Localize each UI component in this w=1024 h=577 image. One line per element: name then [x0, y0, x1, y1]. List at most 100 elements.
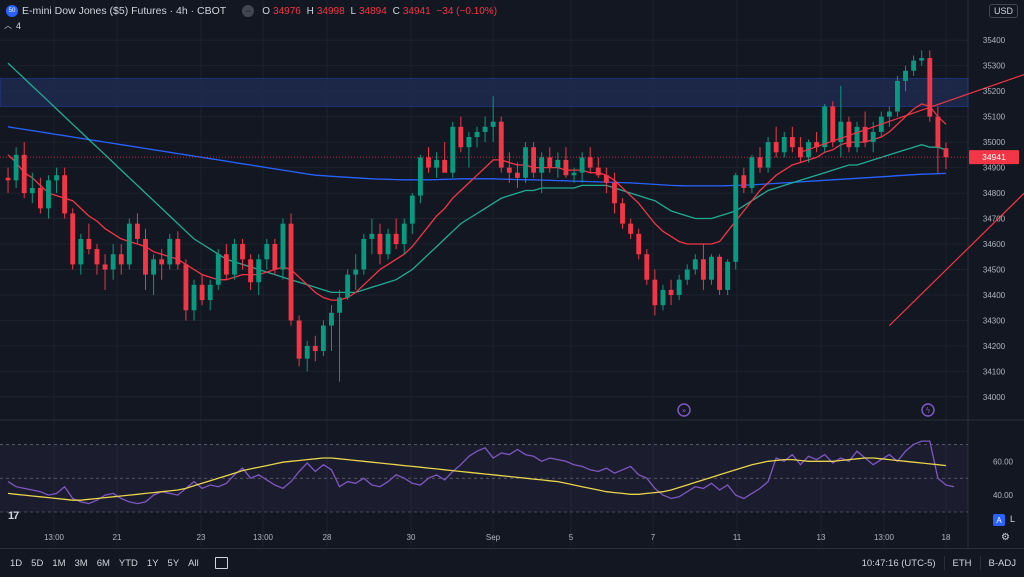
- candle-body: [636, 233, 642, 255]
- calendar-icon[interactable]: [214, 557, 228, 569]
- log-scale-button[interactable]: L: [1010, 514, 1016, 524]
- adjustment-button[interactable]: B-ADJ: [988, 557, 1016, 569]
- candle-body: [401, 223, 407, 245]
- candle-body: [676, 279, 682, 295]
- candle-body: [329, 312, 334, 326]
- time-tick-label: 13: [817, 533, 826, 542]
- tf-5d[interactable]: 5D: [31, 557, 44, 569]
- symbol-badge-icon[interactable]: 50: [6, 5, 18, 17]
- candle-body: [426, 157, 431, 168]
- price-tick-label: 34500: [983, 266, 1006, 275]
- ohlc-low-key: L: [350, 5, 356, 17]
- ohlc-close-key: C: [392, 5, 400, 17]
- price-tick-label: 34800: [983, 189, 1006, 198]
- tf-1d[interactable]: 1D: [10, 557, 23, 569]
- dividend-marker-icon[interactable]: [677, 403, 691, 417]
- candle-body: [393, 233, 399, 245]
- session-button[interactable]: ETH: [952, 557, 972, 569]
- time-tick-label: Sep: [486, 533, 501, 542]
- bottom-toolbar: 1D 5D 1M 3M 6M YTD 1Y 5Y All 10:47:16 (U…: [0, 548, 1024, 577]
- tf-6m[interactable]: 6M: [96, 557, 110, 569]
- tf-1y[interactable]: 1Y: [146, 557, 159, 569]
- visibility-eye-icon[interactable]: −: [242, 5, 255, 17]
- ma-blue-line: [7, 126, 947, 187]
- candle-body: [943, 148, 949, 158]
- candle-body: [700, 259, 706, 280]
- settings-gear-icon[interactable]: ⚙: [1001, 532, 1010, 543]
- price-tick-label: 34100: [983, 367, 1006, 376]
- earnings-marker-icon[interactable]: [921, 403, 935, 417]
- time-tick-label: 28: [323, 533, 332, 542]
- price-chart[interactable]: 35400 35300 35200 35100 35000 34900 34800 34700…: [0, 0, 1024, 548]
- time-tick-label: 5: [569, 533, 574, 542]
- rsi-tick-label: 60.00: [993, 457, 1014, 466]
- price-tick-label: 34600: [983, 240, 1006, 249]
- candle-body: [288, 223, 294, 321]
- candle-body: [78, 238, 84, 265]
- tf-ytd[interactable]: YTD: [118, 557, 138, 569]
- candle-body: [110, 254, 116, 270]
- candle-body: [312, 345, 318, 352]
- candle-body: [846, 121, 852, 148]
- candle-body: [814, 142, 820, 148]
- candle-body: [765, 142, 771, 168]
- candle-body: [62, 175, 68, 214]
- candle-body: [5, 177, 11, 181]
- last-price-tag: 34941: [0, 150, 1019, 165]
- candle-body: [692, 259, 698, 270]
- indicators-toggle[interactable]: ︿ 4: [4, 20, 21, 31]
- tf-5y[interactable]: 5Y: [167, 557, 180, 569]
- tf-1m[interactable]: 1M: [52, 557, 66, 569]
- time-axis[interactable]: 13:00 21 23 13:00 28 30 Sep 5 7 11 13 13:00 18: [44, 533, 951, 542]
- tf-all[interactable]: All: [188, 557, 199, 569]
- currency-selector[interactable]: USD: [988, 4, 1018, 18]
- rsi-pane[interactable]: 60.00 40.00: [0, 440, 1014, 513]
- time-tick-label: 21: [113, 533, 122, 542]
- candle-body: [417, 157, 423, 196]
- candle-body: [854, 126, 860, 148]
- candle-body: [240, 244, 245, 260]
- candle-body: [70, 213, 76, 265]
- supply-zone: [0, 77, 969, 107]
- trendlines[interactable]: [800, 43, 1024, 326]
- candle-body: [563, 159, 569, 176]
- ohlc-high-value: 34998: [316, 5, 345, 17]
- ohlc-high-key: H: [306, 5, 314, 17]
- candle-body: [304, 345, 310, 359]
- candle-body: [248, 259, 254, 283]
- ma-red-line: [7, 103, 947, 301]
- candle-body: [886, 111, 892, 117]
- chevron-up-icon[interactable]: ︿: [4, 21, 12, 30]
- ohlc-change: −34 (−0.10%): [436, 5, 498, 17]
- time-tick-label: 11: [733, 533, 742, 542]
- candle-body: [183, 264, 189, 311]
- symbol-title[interactable]: E-mini Dow Jones ($5) Futures · 4h · CBO…: [22, 5, 227, 17]
- candle-body: [555, 159, 561, 168]
- clock[interactable]: 10:47:16 (UTC-5): [861, 557, 936, 569]
- candle-body: [668, 289, 674, 295]
- candle-body: [741, 175, 747, 188]
- candle-body: [870, 131, 876, 143]
- tf-3m[interactable]: 3M: [74, 557, 88, 569]
- auto-scale-button[interactable]: A: [993, 514, 1005, 526]
- event-markers[interactable]: » ϟ: [677, 403, 935, 417]
- candle-body: [789, 137, 795, 148]
- price-tick-label: 35000: [983, 138, 1006, 147]
- candle-body: [434, 159, 439, 168]
- bottom-right-controls: 10:47:16 (UTC-5) ETH B-ADJ: [862, 556, 1016, 570]
- candle-body: [458, 126, 464, 148]
- candle-body: [167, 238, 173, 265]
- candle-body: [717, 256, 722, 290]
- candle-body: [595, 167, 601, 176]
- candle-body: [612, 182, 617, 204]
- candle-body: [644, 254, 650, 280]
- candle-body: [531, 147, 537, 173]
- price-axis[interactable]: 35400 35300 35200 35100 35000 34900 34800 34700…: [983, 36, 1006, 402]
- candle-body: [523, 147, 528, 178]
- candle-body: [86, 238, 92, 250]
- tradingview-logo-icon[interactable]: 17: [8, 510, 19, 522]
- candle-body: [232, 244, 237, 275]
- rsi-ma-line: [7, 457, 947, 501]
- candle-body: [377, 233, 383, 255]
- candle-body: [895, 80, 900, 112]
